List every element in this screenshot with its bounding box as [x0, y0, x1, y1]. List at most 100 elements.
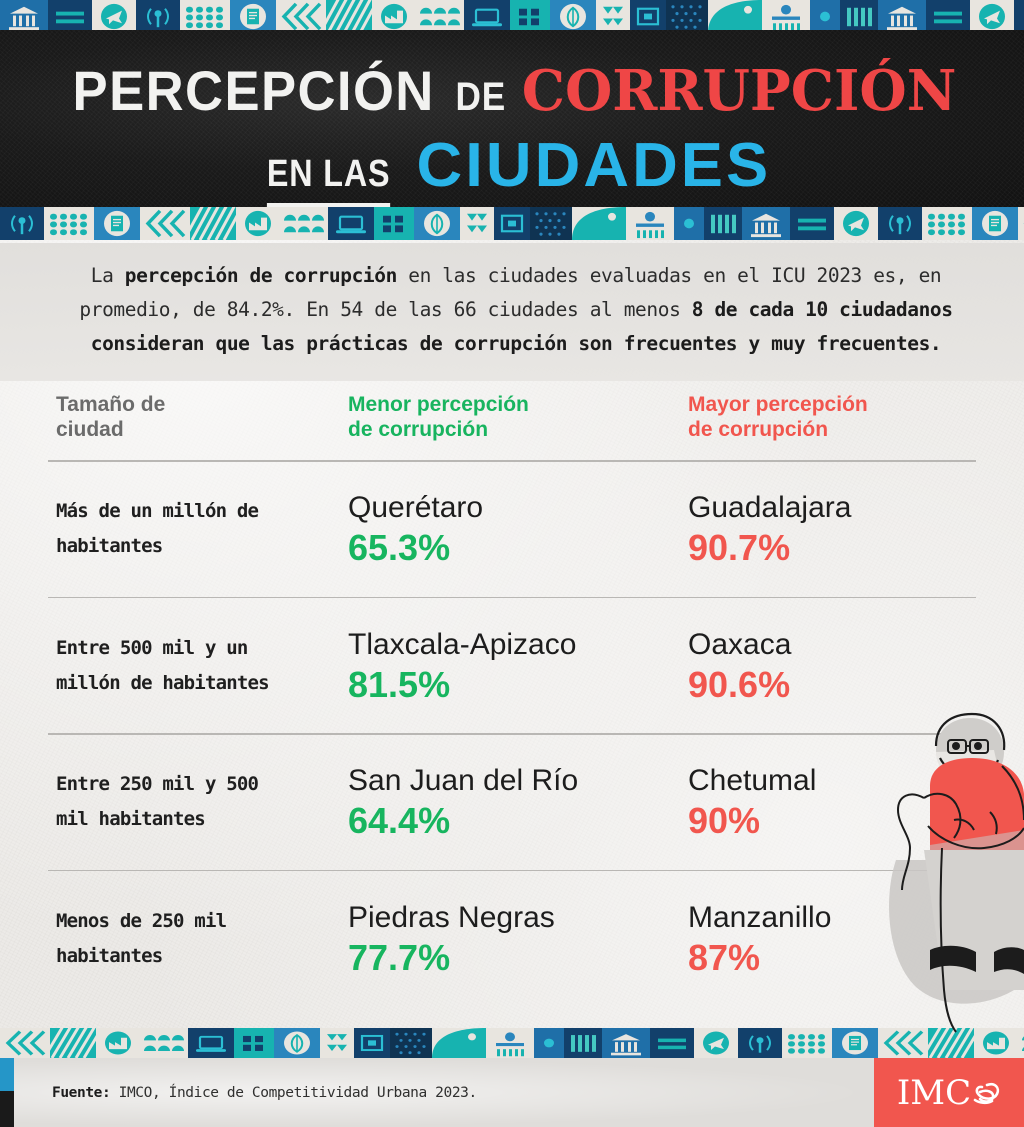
intro-seg-3: en las ciudades evaluadas en el ICU 2023…	[79, 264, 942, 321]
title-word-enlas: EN LAS	[267, 153, 391, 207]
highest-city-value: 90.6%	[688, 663, 791, 705]
header-size-line2: ciudad	[56, 418, 124, 441]
pattern-tile	[414, 207, 460, 240]
title-word-percepcion: PERCEPCIÓN	[72, 59, 435, 122]
pattern-tile	[432, 1028, 486, 1058]
highest-city-name: Chetumal	[688, 764, 817, 797]
footer-source-label: Fuente:	[52, 1084, 111, 1101]
title-line-two: EN LAS CIUDADES	[0, 130, 1024, 207]
pattern-tile	[274, 1028, 320, 1058]
table-divider	[48, 596, 976, 598]
row-label-line1: Más de un millón de	[56, 500, 259, 522]
lowest-city-name: Piedras Negras	[348, 900, 555, 934]
pattern-tile	[840, 0, 878, 33]
pattern-tile	[738, 1028, 782, 1058]
pattern-tile	[140, 1028, 188, 1058]
pattern-tile	[1018, 207, 1024, 240]
pattern-tile	[464, 0, 510, 33]
lowest-city-name: San Juan del Río	[348, 764, 579, 797]
header-lowest-line1: Menor percepción	[348, 393, 529, 416]
row-label-line1: Entre 500 mil y un	[56, 636, 248, 659]
imco-logo: IMC	[874, 1058, 1024, 1127]
pattern-tile	[280, 207, 328, 240]
pattern-tile	[320, 1028, 354, 1058]
decorative-pattern-band-bottom	[0, 1028, 1024, 1058]
pattern-tile	[0, 1028, 50, 1058]
pattern-tile	[572, 207, 626, 240]
highest-city-name: Manzanillo	[688, 900, 832, 934]
pattern-tile	[50, 1028, 96, 1058]
pattern-tile	[694, 1028, 738, 1058]
pattern-tile	[234, 1028, 274, 1058]
lowest-city-value: 65.3%	[348, 527, 451, 568]
row-label-line2: mil habitantes	[56, 808, 206, 830]
pattern-tile	[666, 0, 708, 33]
row-size-cell: Entre 500 mil y un millón de habitantes	[0, 631, 348, 701]
pattern-tile	[704, 207, 742, 240]
pattern-tile	[390, 1028, 432, 1058]
pattern-tile	[354, 1028, 390, 1058]
highest-city-name: Oaxaca	[688, 627, 792, 661]
row-label-line2: habitantes	[56, 535, 163, 557]
row-label-line1: Menos de 250 mil	[56, 909, 227, 932]
footer-bar: Fuente: IMCO, Índice de Competitividad U…	[0, 1058, 1024, 1127]
pattern-tile	[972, 207, 1018, 240]
pattern-tile	[974, 1028, 1018, 1058]
pattern-tile	[530, 207, 572, 240]
data-table: Tamaño de ciudad Menor percepción de cor…	[0, 378, 1024, 1006]
row-highest-cell: Chetumal 90%	[688, 762, 968, 842]
pattern-tile	[878, 1028, 928, 1058]
pattern-tile	[48, 0, 92, 33]
footer-accent-stripe	[0, 1058, 14, 1127]
table-row: Entre 500 mil y un millón de habitantes …	[0, 598, 1024, 733]
pattern-tile	[510, 0, 550, 33]
row-highest-cell: Guadalajara 90.7%	[688, 489, 968, 569]
pattern-tile	[602, 1028, 650, 1058]
pattern-tile	[926, 0, 970, 33]
title-banner: PERCEPCIÓN DE CORRUPCIÓN EN LAS CIUDADES	[0, 30, 1024, 210]
pattern-tile	[708, 0, 762, 33]
pattern-tile	[928, 1028, 974, 1058]
table-divider	[48, 460, 976, 462]
lowest-city-value: 77.7%	[348, 936, 451, 978]
pattern-tile	[878, 0, 926, 33]
lowest-city-name: Querétaro	[348, 491, 484, 524]
footer-source-wrap: Fuente: IMCO, Índice de Competitividad U…	[14, 1058, 874, 1127]
pattern-tile	[0, 207, 44, 240]
title-word-de: DE	[455, 75, 506, 119]
pattern-tile	[630, 0, 666, 33]
pattern-tile	[180, 0, 230, 33]
pattern-tile	[374, 207, 414, 240]
pattern-tile	[742, 207, 790, 240]
intro-paragraph: La percepción de corrupción en las ciuda…	[36, 259, 996, 361]
header-size-line1: Tamaño de	[56, 393, 166, 416]
header-lowest-line2: de corrupción	[348, 418, 489, 441]
pattern-tile	[136, 0, 180, 33]
pattern-tile	[94, 207, 140, 240]
title-word-corrupcion: CORRUPCIÓN	[522, 58, 957, 124]
pattern-tile	[372, 0, 416, 33]
header-cell-lowest: Menor percepción de corrupción	[348, 392, 688, 442]
imco-logo-letters: IMC	[896, 1072, 972, 1113]
table-row: Entre 250 mil y 500 mil habitantes San J…	[0, 735, 1024, 870]
pattern-tile	[0, 0, 48, 33]
pattern-tile	[1014, 0, 1024, 33]
pattern-tile	[922, 207, 972, 240]
row-size-cell: Menos de 250 mil habitantes	[0, 904, 348, 974]
row-label-line2: habitantes	[56, 944, 163, 967]
table-row: Menos de 250 mil habitantes Piedras Negr…	[0, 871, 1024, 1006]
pattern-tile	[276, 0, 326, 33]
row-lowest-cell: Tlaxcala-Apizaco 81.5%	[348, 626, 688, 706]
table-divider	[48, 733, 976, 735]
table-header-row: Tamaño de ciudad Menor percepción de cor…	[0, 378, 1024, 460]
row-highest-cell: Manzanillo 87%	[688, 899, 968, 979]
row-label-line2: millón de habitantes	[56, 671, 270, 694]
pattern-tile	[494, 207, 530, 240]
header-highest-line1: Mayor percepción	[688, 393, 868, 416]
header-cell-highest: Mayor percepción de corrupción	[688, 392, 968, 442]
title-word-ciudades: CIUDADES	[416, 131, 772, 200]
highest-city-value: 90%	[688, 800, 761, 841]
pattern-tile	[810, 0, 840, 33]
pattern-tile	[970, 0, 1014, 33]
pattern-tile	[486, 1028, 534, 1058]
